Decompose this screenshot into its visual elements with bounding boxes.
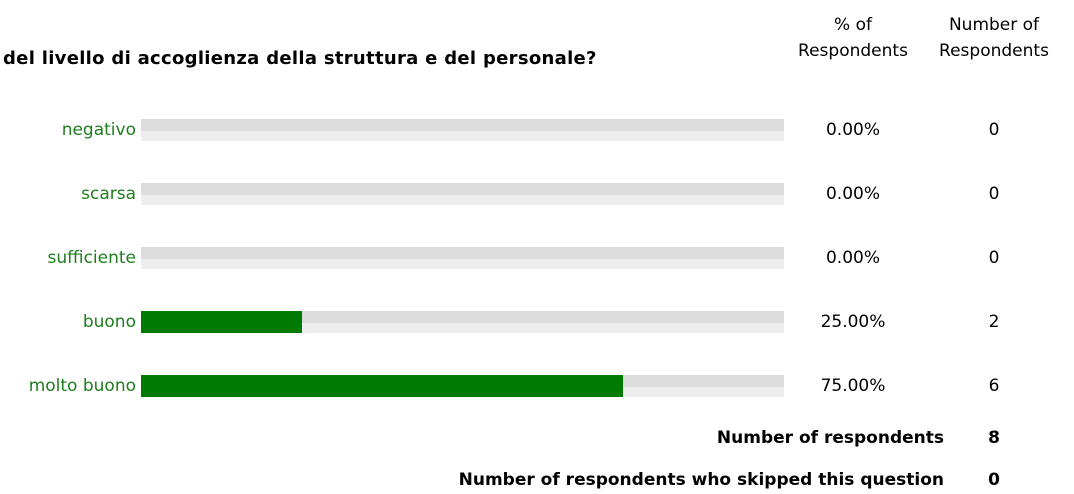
bar-track xyxy=(141,311,784,333)
percent-header-line2: Respondents xyxy=(798,41,908,61)
bar-track xyxy=(141,375,784,397)
count-value: 6 xyxy=(988,376,1000,396)
percent-value: 75.00% xyxy=(820,376,886,396)
category-label: negativo xyxy=(61,120,136,140)
bar-track xyxy=(141,183,784,205)
bar-track xyxy=(141,119,784,141)
category-label: molto buono xyxy=(28,376,136,396)
percent-value: 0.00% xyxy=(825,120,880,140)
percent-column-header: % of Respondents xyxy=(788,12,918,64)
count-value: 0 xyxy=(988,184,1000,204)
category-label: scarsa xyxy=(81,184,136,204)
count-header-line2: Respondents xyxy=(939,41,1049,61)
count-value: 0 xyxy=(988,120,1000,140)
count-header-line1: Number of xyxy=(948,15,1040,35)
percent-value: 0.00% xyxy=(825,184,880,204)
category-label: buono xyxy=(82,312,136,332)
bar-fill xyxy=(141,375,624,397)
count-column-header: Number of Respondents xyxy=(925,12,1063,64)
respondents-total-value: 8 xyxy=(988,428,1000,448)
question-title: del livello di accoglienza della struttu… xyxy=(3,48,597,69)
count-value: 2 xyxy=(988,312,1000,332)
respondents-total-label: Number of respondents xyxy=(716,428,944,448)
category-label: sufficiente xyxy=(47,248,137,268)
bar-fill xyxy=(141,311,302,333)
percent-value: 25.00% xyxy=(820,312,886,332)
skipped-total-value: 0 xyxy=(988,470,1000,490)
percent-header-line1: % of xyxy=(834,15,872,35)
skipped-total-label: Number of respondents who skipped this q… xyxy=(458,470,944,490)
count-value: 0 xyxy=(988,248,1000,268)
percent-value: 0.00% xyxy=(825,248,880,268)
bar-track xyxy=(141,247,784,269)
